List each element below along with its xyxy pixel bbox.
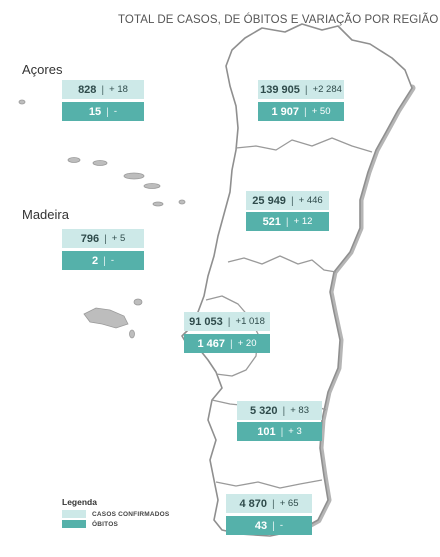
alentejo-deaths-box: 101 | + 3 [237, 422, 322, 441]
acores-deaths-var: - [113, 106, 118, 117]
alentejo-cases: 5 320 [249, 404, 278, 417]
legend-label-cases: CASOS CONFIRMADOS [92, 510, 170, 518]
madeira-cases: 796 [80, 232, 100, 245]
madeira-deaths-box: 2 | - [62, 251, 144, 270]
legend-label-deaths: ÓBITOS [92, 520, 119, 528]
legend-item-cases: CASOS CONFIRMADOS [62, 510, 169, 518]
acores-cases: 828 [78, 83, 97, 96]
centro-deaths-box: 521 | + 12 [246, 212, 329, 231]
lisboa-deaths-box: 1 467 | + 20 [184, 334, 270, 353]
madeira-cases-box: 796 | + 5 [62, 229, 144, 248]
centro-cases-box: 25 949 | + 446 [246, 191, 329, 210]
algarve-cases-var: + 65 [279, 498, 299, 509]
norte-cases-box: 139 905 | +2 284 [258, 80, 344, 99]
madeira-deaths-var: - [110, 255, 115, 266]
algarve-deaths: 43 [254, 519, 268, 532]
norte-deaths-box: 1 907 | + 50 [258, 102, 344, 121]
legend-swatch-cases [62, 510, 86, 518]
region-label-madeira: Madeira [22, 207, 69, 222]
alentejo-cases-var: + 83 [290, 405, 310, 416]
centro-deaths-var: + 12 [293, 216, 313, 227]
mainland-outline [181, 23, 413, 537]
algarve-cases: 4 870 [239, 497, 268, 510]
legend-item-deaths: ÓBITOS [62, 520, 169, 528]
lisboa-cases-box: 91 053 | +1 018 [184, 312, 270, 331]
norte-cases: 139 905 [260, 83, 300, 96]
alentejo-deaths-var: + 3 [288, 426, 302, 437]
legend: Legenda CASOS CONFIRMADOS ÓBITOS [62, 497, 169, 530]
norte-deaths-var: + 50 [311, 106, 331, 117]
centro-cases-var: + 446 [298, 195, 323, 206]
alentejo-cases-box: 5 320 | + 83 [237, 401, 322, 420]
acores-deaths: 15 [88, 105, 102, 118]
madeira-deaths: 2 [91, 254, 99, 267]
acores-deaths-box: 15 | - [62, 102, 144, 121]
madeira-islands [83, 298, 143, 339]
alentejo-deaths: 101 [257, 425, 276, 438]
region-label-acores: Açores [22, 62, 63, 77]
centro-cases: 25 949 [252, 194, 286, 207]
lisboa-cases: 91 053 [189, 315, 223, 328]
lisboa-cases-var: +1 018 [235, 316, 265, 327]
madeira-cases-var: + 5 [111, 233, 126, 244]
acores-cases-var: + 18 [109, 84, 128, 95]
norte-cases-var: +2 284 [312, 84, 342, 95]
lisboa-deaths: 1 467 [197, 337, 226, 350]
lisboa-deaths-var: + 20 [237, 338, 257, 349]
algarve-deaths-var: - [279, 520, 284, 531]
legend-swatch-deaths [62, 520, 86, 528]
map-title: TOTAL DE CASOS, DE ÓBITOS E VARIAÇÃO POR… [118, 14, 439, 26]
acores-cases-box: 828 | + 18 [62, 80, 144, 99]
centro-deaths: 521 [262, 215, 281, 228]
norte-deaths: 1 907 [271, 105, 300, 118]
azores-islands [18, 99, 186, 207]
legend-title: Legenda [62, 497, 97, 507]
algarve-cases-box: 4 870 | + 65 [226, 494, 312, 513]
algarve-deaths-box: 43 | - [226, 516, 312, 535]
